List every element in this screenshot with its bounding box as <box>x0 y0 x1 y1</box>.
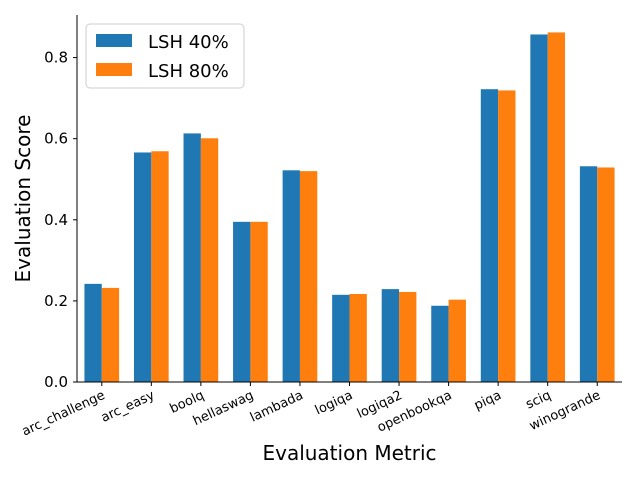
y-tick-label: 0.8 <box>44 49 68 67</box>
x-tick-label-piqa: piqa <box>472 388 504 413</box>
y-tick-label: 0.2 <box>44 292 68 310</box>
bar-lsh-80-lambada <box>299 171 318 382</box>
bar-lsh-40-sciq <box>530 34 548 382</box>
bar-lsh-40-arc-easy <box>133 152 152 382</box>
bar-lsh-80-hellaswag <box>250 221 268 382</box>
bar-lsh-80-piqa <box>498 90 516 383</box>
bar-lsh-40-logiqa <box>332 294 350 382</box>
bar-lsh-80-arc-easy <box>151 151 169 382</box>
x-tick-label-lambada: lambada <box>248 388 306 426</box>
bar-lsh-40-arc-challenge <box>84 283 102 382</box>
bars-layer <box>84 32 615 383</box>
x-axis-title: Evaluation Metric <box>262 441 436 465</box>
y-axis-title: Evaluation Score <box>11 115 35 283</box>
bar-lsh-80-openbookqa <box>448 299 466 382</box>
legend-swatch-lsh-40 <box>96 34 132 47</box>
bar-lsh-80-logiqa2 <box>399 291 417 382</box>
legend-label-lsh-40: LSH 40% <box>148 32 229 53</box>
x-tick-label-arc-challenge: arc_challenge <box>20 388 108 440</box>
bar-lsh-40-winogrande <box>579 166 598 382</box>
x-tick-label-sciq: sciq <box>524 388 554 412</box>
bar-lsh-40-logiqa2 <box>381 289 400 382</box>
bar-lsh-80-winogrande <box>597 167 615 382</box>
bar-lsh-80-logiqa <box>349 294 367 382</box>
bar-lsh-40-hellaswag <box>233 221 251 382</box>
y-tick-label: 0.6 <box>44 130 68 148</box>
bar-lsh-40-openbookqa <box>431 305 449 382</box>
legend-label-lsh-80: LSH 80% <box>148 61 229 82</box>
legend: LSH 40% LSH 80% <box>85 23 245 89</box>
y-tick-label: 0.4 <box>44 211 68 229</box>
x-tick-label-logiqa: logiqa <box>313 388 355 418</box>
bar-lsh-40-boolq <box>183 133 201 382</box>
bar-lsh-80-arc-challenge <box>101 287 120 382</box>
y-tick-label: 0.0 <box>44 373 68 391</box>
x-tick-label-arc-easy: arc_easy <box>99 388 157 426</box>
y-ticks: 0.0 0.2 0.4 0.6 0.8 <box>44 49 77 391</box>
bar-lsh-80-sciq <box>547 32 566 383</box>
bar-lsh-40-lambada <box>282 170 300 382</box>
legend-swatch-lsh-80 <box>96 63 132 76</box>
bar-lsh-40-piqa <box>480 89 499 382</box>
bar-lsh-80-boolq <box>200 138 219 382</box>
